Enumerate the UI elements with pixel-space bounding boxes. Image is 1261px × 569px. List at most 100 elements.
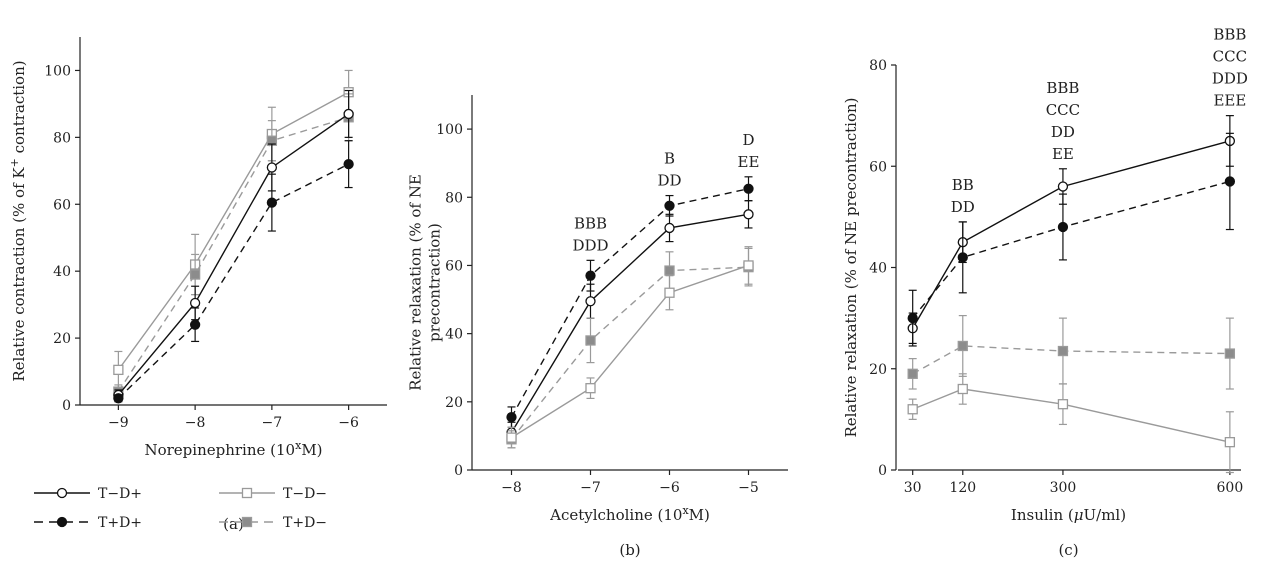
panel-c-series-tpdp	[907, 132, 1236, 347]
data-point	[1224, 437, 1236, 448]
panel-c-x-tick-label: 120	[949, 480, 976, 496]
data-point	[189, 297, 201, 309]
panel-b-annotation: EE	[738, 153, 760, 171]
legend-item-tmdm: T−D−	[219, 486, 327, 502]
panel-b-label: (b)	[619, 541, 640, 559]
series-line	[912, 388, 1231, 443]
panel-c-series-tpdm	[907, 314, 1236, 390]
panel-c-annotation: BBB	[1046, 79, 1079, 97]
panel-c-annotation: BB	[952, 176, 974, 194]
panel-b-y-tick-label: 0	[454, 463, 463, 479]
series-line	[510, 213, 749, 433]
panel-b-x-tick-label: −7	[580, 480, 601, 496]
legend-label: T−D+	[98, 486, 142, 502]
legend-item-tpdp: T+D+	[34, 515, 142, 531]
panel-b-y-tick-label: 60	[445, 258, 463, 274]
series-line	[510, 188, 749, 418]
panel-a-y-tick-label: 20	[53, 331, 71, 347]
data-point	[907, 404, 918, 415]
panel-c-annotation: CCC	[1046, 101, 1080, 119]
panel-a-y-axis-label: Relative contraction (% of K+ contractio…	[8, 60, 28, 381]
panel-a-x-tick-label: −8	[185, 415, 206, 431]
panel-b-annotation: D	[742, 131, 754, 149]
data-point	[585, 270, 596, 281]
data-point	[664, 287, 675, 298]
data-point	[907, 368, 918, 379]
panel-c-annotation: DD	[951, 198, 975, 216]
legend-marker	[56, 487, 68, 499]
data-point	[957, 383, 968, 395]
data-point	[585, 296, 596, 307]
panel-b-y-tick-label: 20	[445, 395, 463, 411]
data-point	[743, 260, 754, 271]
data-point	[266, 162, 278, 173]
series-line	[912, 345, 1230, 375]
panel-c-annotation: DDD	[1212, 70, 1248, 88]
legend-label: T+D+	[98, 515, 142, 531]
data-point	[957, 340, 968, 352]
panel-c: 0 20 40 60 80 30 120 300 600 Insulin (μU/ml) Relat…	[842, 26, 1248, 559]
panel-a-series-tpdp	[113, 140, 354, 404]
panel-b-annotation: BBB	[574, 214, 607, 232]
panel-a-series-tmdm	[113, 69, 354, 389]
panel-b-series-tmdm	[506, 246, 754, 449]
panel-c-annotation: CCC	[1213, 48, 1247, 66]
panel-a-x-tick-label: −9	[108, 415, 129, 431]
data-point	[189, 269, 201, 280]
legend-label: T+D−	[283, 515, 327, 531]
panel-b-x-tick-label: −5	[738, 480, 759, 496]
panel-c-annotation: EE	[1052, 145, 1074, 163]
panel-a-y-tick-label: 40	[53, 264, 71, 280]
panel-a: 0 20 40 60 80 100 −9 −8 −7 −6 Norepinephrine (10xM…	[8, 37, 387, 533]
data-point	[1057, 399, 1069, 410]
panel-a-y-tick-label: 60	[53, 197, 71, 213]
series-line	[117, 163, 349, 399]
panel-b-x-tick-label: −8	[501, 480, 522, 496]
panel-b-y-axis-label: precontraction)	[426, 223, 444, 342]
legend-marker	[56, 516, 68, 528]
panel-a-series-tpdm	[113, 93, 354, 399]
panel-b-y-tick-label: 80	[445, 190, 463, 206]
data-point	[1224, 348, 1236, 359]
legend-item-tpdm: T+D−	[219, 515, 327, 531]
data-point	[506, 412, 517, 423]
data-point	[113, 364, 124, 376]
panel-c-x-tick-label: 300	[1050, 480, 1077, 496]
panel-a-series-tmdp	[113, 89, 354, 401]
series-line	[117, 91, 349, 371]
legend-label: T−D−	[283, 486, 327, 502]
data-point	[113, 393, 124, 404]
legend-item-tmdp: T−D+	[34, 486, 142, 502]
panel-c-y-tick-label: 0	[878, 463, 887, 479]
series-line	[912, 140, 1231, 329]
panel-a-x-tick-label: −7	[262, 415, 283, 431]
panel-c-x-tick-label: 600	[1217, 480, 1244, 496]
data-point	[907, 312, 918, 324]
panel-a-x-tick-label: −6	[338, 415, 359, 431]
series-line	[117, 116, 349, 393]
panel-a-label: (a)	[223, 515, 244, 533]
data-point	[585, 335, 596, 346]
panel-c-y-tick-label: 60	[869, 159, 887, 175]
data-point	[957, 252, 968, 263]
panel-b-x-axis-label: Acetylcholine (10xM)	[549, 504, 710, 524]
panel-c-x-axis-label: Insulin (μU/ml)	[1011, 506, 1126, 524]
panel-b-y-axis-label: Relative relaxation (% of NE	[407, 174, 425, 391]
panel-b-x-tick-label: −6	[659, 480, 680, 496]
panel-c-y-tick-label: 20	[869, 362, 887, 378]
panel-c-y-axis-label: Relative relaxation (% of NE precontract…	[842, 97, 860, 437]
data-point	[664, 200, 675, 211]
panel-c-annotation: EEE	[1213, 92, 1246, 110]
panel-b-y-tick-label: 100	[436, 122, 463, 138]
legend-marker	[241, 516, 253, 528]
series-line	[510, 266, 749, 440]
panel-c-series-tmdm	[907, 373, 1236, 474]
series-line	[117, 113, 350, 396]
panel-a-y-tick-label: 100	[44, 63, 71, 79]
data-point	[343, 158, 354, 170]
panel-a-x-axis-label: Norepinephrine (10xM)	[144, 439, 322, 459]
data-point	[1224, 176, 1236, 187]
panel-b-annotation: DD	[657, 172, 681, 190]
panel-a-y-tick-label: 0	[62, 398, 71, 414]
